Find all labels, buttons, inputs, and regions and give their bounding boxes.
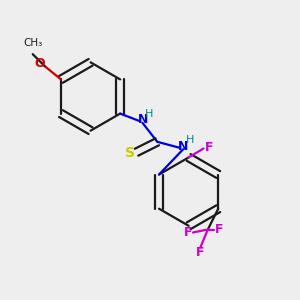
Text: F: F [183, 226, 192, 239]
Text: CH₃: CH₃ [23, 38, 42, 48]
Text: F: F [205, 141, 213, 154]
Text: S: S [125, 146, 135, 160]
Text: N: N [178, 140, 189, 153]
Text: H: H [186, 135, 194, 145]
Text: H: H [145, 109, 154, 118]
Text: N: N [138, 113, 148, 126]
Text: F: F [215, 223, 224, 236]
Text: O: O [34, 57, 45, 70]
Text: F: F [196, 246, 205, 259]
